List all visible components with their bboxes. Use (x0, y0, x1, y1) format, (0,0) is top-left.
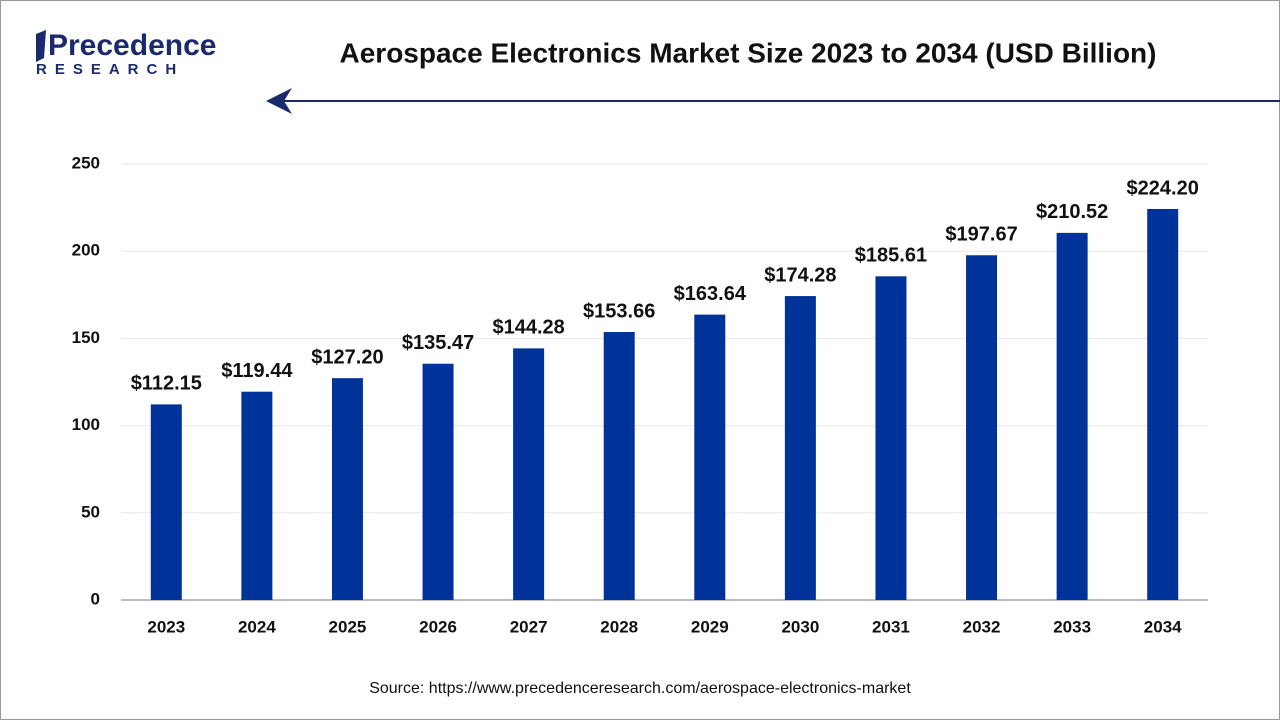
logo-tagline: RESEARCH (36, 61, 184, 78)
x-tick-label: 2030 (781, 617, 819, 636)
x-tick-label: 2028 (600, 617, 638, 636)
x-tick-label: 2025 (329, 617, 367, 636)
value-label: $153.66 (583, 300, 655, 322)
value-label: $197.67 (945, 224, 1017, 246)
bar (422, 363, 454, 600)
y-tick-label: 200 (72, 241, 100, 260)
bar (1056, 232, 1088, 600)
y-tick-label: 0 (91, 589, 100, 608)
logo-icon (36, 30, 46, 62)
value-label: $119.44 (221, 360, 293, 382)
bar (694, 314, 726, 600)
bar (966, 255, 998, 600)
y-tick-label: 100 (72, 415, 100, 434)
value-label: $210.52 (1036, 201, 1108, 223)
y-tick-label: 250 (72, 153, 100, 172)
x-tick-label: 2027 (510, 617, 548, 636)
x-tick-label: 2032 (963, 617, 1001, 636)
value-label: $174.28 (764, 264, 836, 286)
bar (1147, 208, 1179, 601)
y-tick-label: 150 (72, 328, 100, 347)
logo-name: Precedence (48, 29, 216, 62)
value-label: $185.61 (855, 245, 927, 267)
bar (513, 348, 545, 600)
x-tick-label: 2034 (1144, 617, 1182, 636)
x-tick-label: 2024 (238, 617, 276, 636)
bar (241, 391, 273, 600)
x-tick-label: 2023 (147, 617, 185, 636)
x-tick-label: 2033 (1053, 617, 1091, 636)
bar (875, 276, 907, 600)
chart-title: Aerospace Electronics Market Size 2023 t… (340, 37, 1157, 68)
value-label: $135.47 (402, 332, 474, 354)
title-arrow (266, 88, 292, 114)
bar (603, 332, 635, 600)
logo: Precedence RESEARCH (36, 29, 216, 78)
bar (784, 296, 816, 600)
value-label: $127.20 (311, 346, 383, 368)
x-tick-label: 2031 (872, 617, 910, 636)
value-label: $163.64 (674, 283, 747, 305)
x-tick-label: 2029 (691, 617, 729, 636)
value-label: $224.20 (1127, 177, 1199, 199)
value-label: $112.15 (131, 373, 202, 395)
value-label: $144.28 (492, 317, 564, 339)
bar (331, 378, 363, 600)
y-tick-label: 50 (81, 502, 100, 521)
source: Source: https://www.precedenceresearch.c… (369, 680, 911, 697)
x-tick-label: 2026 (419, 617, 457, 636)
bar (150, 404, 182, 600)
